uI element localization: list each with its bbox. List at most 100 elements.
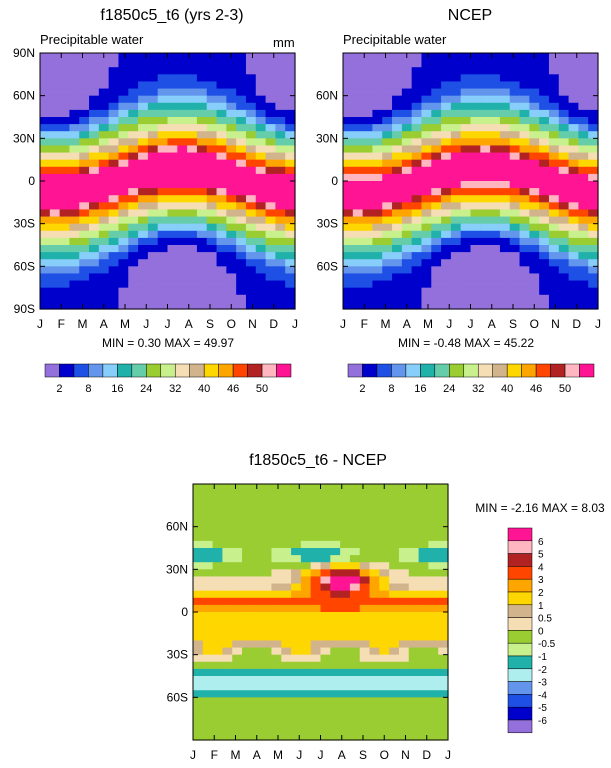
- panel3-cell: [300, 711, 312, 720]
- panel1-cell: [255, 216, 267, 225]
- panel1-cell: [59, 209, 71, 218]
- panel3-cell: [202, 533, 214, 542]
- panel3-cell: [271, 640, 282, 649]
- panel2-colorbar-label: 40: [501, 383, 513, 395]
- panel1-cell: [108, 188, 120, 196]
- panel2-cell: [568, 216, 579, 225]
- panel2-title: NCEP: [448, 7, 492, 24]
- panel2-cell: [382, 216, 393, 225]
- panel1-cell: [49, 280, 61, 289]
- panel2-cell: [343, 237, 354, 246]
- panel2-cell: [450, 131, 462, 139]
- panel2-cell: [568, 195, 579, 203]
- panel2-cell: [568, 74, 579, 83]
- panel3-cell: [379, 661, 390, 670]
- panel1-units: mm: [273, 35, 295, 50]
- panel2-cell: [539, 173, 550, 182]
- panel1-cell: [226, 74, 237, 83]
- panel2-cell: [382, 67, 393, 75]
- panel3-cell: [379, 725, 390, 734]
- panel2-cell: [499, 88, 511, 97]
- panel1-cell: [187, 117, 198, 125]
- panel1-cell: [108, 216, 120, 225]
- panel3-cell: [271, 548, 282, 556]
- panel1-cell: [98, 216, 110, 225]
- panel3-cell: [202, 683, 214, 691]
- panel2-cell: [558, 109, 570, 118]
- panel3-cell: [291, 647, 302, 656]
- panel1-cell: [40, 67, 51, 75]
- panel3-cell: [379, 590, 390, 599]
- panel1-cell: [206, 188, 218, 196]
- panel2-cell: [343, 159, 354, 168]
- panel2-cell: [450, 173, 462, 182]
- panel2-cell: [568, 266, 579, 275]
- panel1-cell: [157, 67, 169, 75]
- panel1-cell: [236, 117, 247, 125]
- panel2-xtick-label: J: [446, 317, 452, 331]
- panel2-cell: [421, 294, 432, 303]
- panel3-cell: [271, 597, 282, 606]
- panel2-cell: [401, 294, 413, 303]
- panel1-cell: [226, 245, 237, 253]
- panel1-cell: [157, 124, 169, 132]
- panel2-cell: [362, 152, 374, 161]
- panel2-cell: [548, 95, 560, 104]
- panel3-cell: [398, 583, 410, 592]
- panel2-cell: [548, 237, 560, 246]
- panel3-cell: [320, 533, 331, 542]
- panel1-cell: [89, 237, 100, 246]
- panel3-cell: [379, 540, 390, 549]
- panel3-cell: [310, 668, 322, 677]
- panel2-cell: [519, 74, 530, 83]
- panel3-colorbar-swatch: [507, 604, 533, 618]
- panel1-cell: [147, 74, 159, 83]
- panel2-cell: [499, 53, 511, 61]
- panel2-cell: [450, 60, 462, 68]
- panel1-cell: [177, 259, 188, 267]
- panel2-xtick-label: O: [530, 317, 539, 331]
- panel3-cell: [261, 526, 273, 535]
- panel3-cell: [389, 697, 400, 706]
- panel1-cell: [196, 88, 208, 97]
- panel1-cell: [196, 166, 208, 175]
- panel3-cell: [369, 647, 380, 656]
- panel2-cell: [392, 209, 403, 218]
- panel2-cell: [588, 173, 599, 182]
- panel2-cell: [372, 223, 383, 232]
- panel3-cell: [212, 498, 224, 506]
- panel1-cell: [40, 145, 51, 154]
- panel1-cell: [157, 131, 169, 139]
- panel3-cell: [261, 562, 273, 570]
- panel3-cell: [251, 668, 263, 677]
- panel1-colorbar-swatch: [102, 363, 118, 378]
- panel3-cell: [349, 491, 361, 499]
- panel2-cell: [352, 181, 364, 189]
- panel2-cell: [519, 145, 530, 154]
- panel3-cell: [202, 576, 214, 585]
- panel3-cell: [202, 555, 214, 563]
- panel1-cell: [265, 138, 276, 147]
- panel2-cell: [441, 152, 452, 161]
- panel1-cell: [118, 209, 129, 218]
- panel3-cell: [291, 491, 302, 499]
- panel2-cell: [509, 152, 521, 161]
- panel2-cell: [362, 138, 374, 147]
- panel1-cell: [216, 273, 227, 282]
- panel1-cell: [128, 81, 139, 90]
- panel3-cell: [398, 540, 410, 549]
- panel3-cell: [300, 548, 312, 556]
- panel3-cell: [291, 484, 302, 492]
- panel1-cell: [157, 266, 169, 275]
- panel3-cell: [261, 697, 273, 706]
- panel3-cell: [389, 505, 400, 514]
- panel1-cell: [128, 74, 139, 83]
- panel3-cell: [428, 540, 439, 549]
- panel2-cell: [539, 252, 550, 260]
- panel3-cell: [193, 505, 204, 514]
- panel3-cell: [281, 540, 292, 549]
- panel2-cell: [490, 67, 501, 75]
- panel3-cell: [202, 597, 214, 606]
- panel1-cell: [245, 245, 257, 253]
- panel3-cell: [340, 633, 351, 642]
